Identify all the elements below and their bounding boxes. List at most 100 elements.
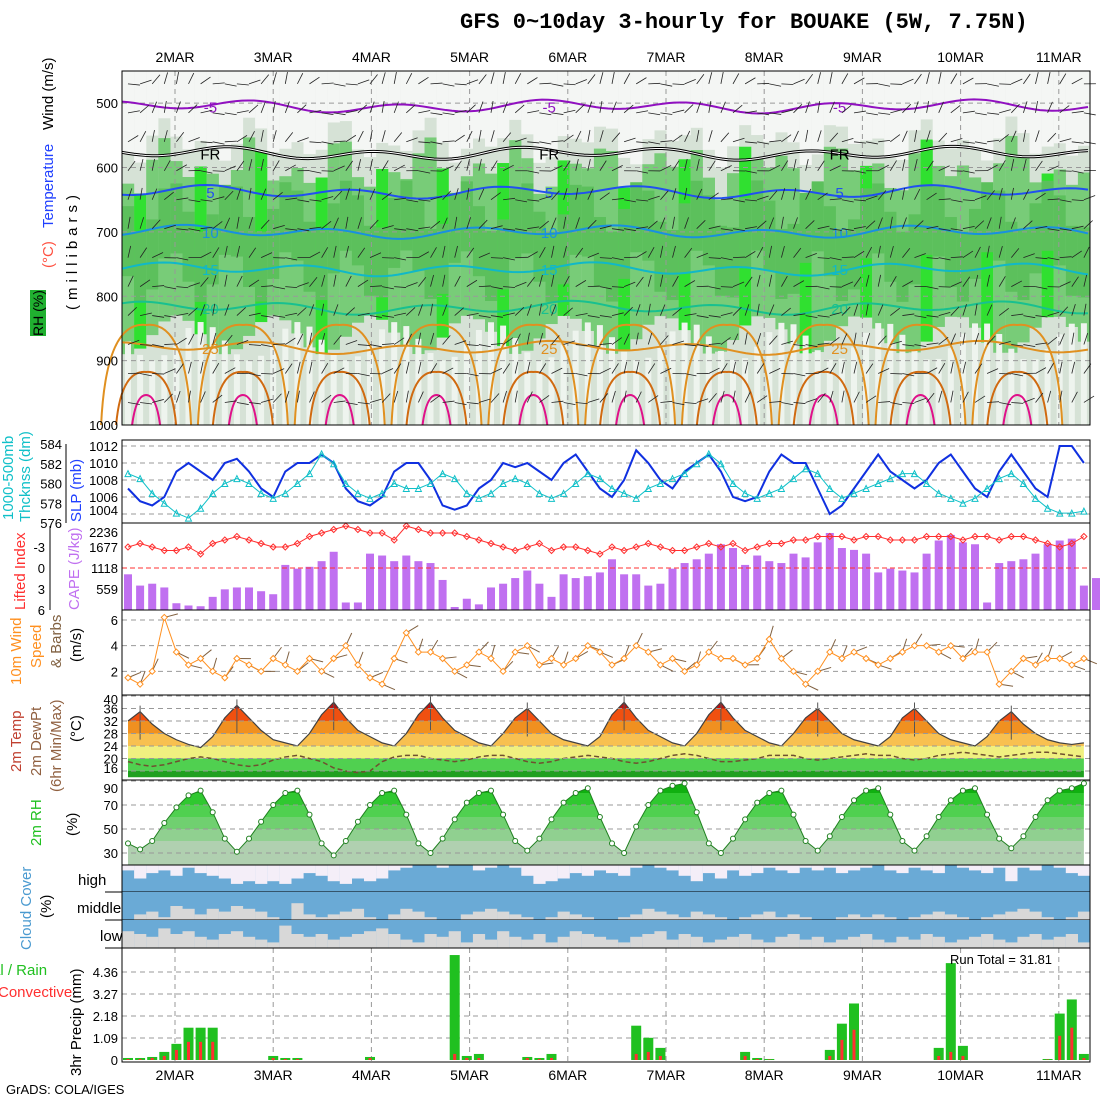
wind-barb xyxy=(853,199,866,202)
cloud-middle-clear xyxy=(654,911,667,920)
wind-barb xyxy=(272,160,280,171)
wind-barb xyxy=(200,332,204,345)
wind-barb xyxy=(127,110,140,114)
wind-barb xyxy=(502,101,508,113)
wind-speed-marker xyxy=(559,661,568,669)
cloud-low-clear xyxy=(303,936,316,948)
rh-shade-surface xyxy=(354,356,361,425)
thickness-marker xyxy=(257,489,265,497)
thickness-marker xyxy=(535,489,544,497)
isotherm-25-hump xyxy=(971,323,1064,426)
wind-barb xyxy=(744,332,748,345)
rh-shade-surface xyxy=(233,354,240,425)
rh-shade-surface xyxy=(959,333,966,425)
li-marker xyxy=(450,529,459,537)
thickness-marker xyxy=(571,479,580,487)
wind-barb xyxy=(309,199,322,202)
rh-shade-wet xyxy=(860,188,873,259)
cloud-low-clear xyxy=(969,936,982,948)
cloud-high-clear xyxy=(581,865,594,876)
isotherm-label: 20 xyxy=(202,301,219,318)
cloud-high-clear xyxy=(545,865,558,882)
slp-label: SLP (mb) xyxy=(68,458,85,522)
cape-bar xyxy=(934,540,943,610)
rh-shade-dry xyxy=(545,71,558,158)
wind-barb xyxy=(732,281,745,287)
wind-barb xyxy=(393,363,402,374)
rh-shade-wet xyxy=(606,231,619,302)
wind-barb xyxy=(430,303,433,316)
wind-barb xyxy=(1059,73,1067,85)
wind-barb xyxy=(151,188,158,200)
isotherm-label: 20 xyxy=(831,301,848,318)
wind-speed-marker xyxy=(305,654,314,663)
cloud-low-clear xyxy=(122,931,135,948)
cloud-middle-clear xyxy=(1029,911,1042,920)
wind-barb xyxy=(260,158,264,171)
wind-speed-marker xyxy=(342,641,350,650)
isotherm-28-hump xyxy=(211,370,274,426)
wind-barb xyxy=(708,72,713,84)
thickness-marker xyxy=(487,489,495,497)
isotherm-label: 10 xyxy=(541,225,558,242)
cape-bar xyxy=(366,553,374,610)
rh-shade-dry xyxy=(835,71,849,127)
cape-bar xyxy=(426,563,435,610)
wind-barb xyxy=(248,402,261,405)
wind-barb xyxy=(224,367,236,374)
cloud-middle-clear xyxy=(835,917,849,920)
cape-tick-label: 2236 xyxy=(89,525,118,540)
wind-barb xyxy=(841,137,854,143)
wind-barb xyxy=(889,276,897,287)
cloud-low-clear xyxy=(775,936,788,948)
cloud-low-clear xyxy=(497,931,510,948)
thickness-marker xyxy=(583,469,592,478)
wind-barb xyxy=(841,333,848,345)
wind-barb xyxy=(297,333,304,345)
isotherm-28-hump xyxy=(695,370,758,426)
wind-barb xyxy=(636,170,649,174)
precip-convective-bar xyxy=(743,1055,747,1060)
wind-barb xyxy=(261,344,273,348)
rh-marker xyxy=(802,838,809,844)
wind-barb xyxy=(999,402,1012,406)
rh-shade-wet xyxy=(956,231,970,302)
wind-barb xyxy=(357,373,370,377)
li-marker xyxy=(584,546,592,555)
rh-shade-wet xyxy=(424,228,437,299)
wind-barb xyxy=(660,304,666,316)
wind-barb xyxy=(164,224,176,230)
cloud-high-clear xyxy=(400,865,413,868)
wind-barb xyxy=(805,252,817,259)
li-marker xyxy=(305,532,314,541)
slp-tick-label: 1010 xyxy=(89,456,118,471)
wind-barb xyxy=(1010,130,1017,142)
wind-speed-marker xyxy=(850,648,858,656)
wind-barb xyxy=(309,304,315,316)
wind-barb xyxy=(478,129,482,142)
slp-tick-label: 1008 xyxy=(89,473,118,488)
li-marker xyxy=(596,550,604,558)
wind-barb xyxy=(938,390,943,403)
li-marker xyxy=(1068,539,1076,548)
wind-barb xyxy=(176,363,184,374)
wind-barb xyxy=(708,100,712,113)
wind-barb xyxy=(127,307,137,316)
wind-speed-marker xyxy=(257,667,265,676)
wind-barb xyxy=(575,158,579,171)
wind-barb xyxy=(889,216,893,229)
thickness-marker xyxy=(196,504,205,512)
wind-barb xyxy=(938,101,944,113)
wind-barb xyxy=(998,307,1009,316)
precip-convective-bar xyxy=(138,1058,142,1060)
wind-barb xyxy=(672,245,676,258)
cloud-middle-clear xyxy=(315,917,328,920)
wind-barb xyxy=(1071,77,1083,85)
wind-barb xyxy=(381,225,394,230)
li-marker xyxy=(208,539,217,548)
wind-barb xyxy=(756,395,768,403)
wind-barb xyxy=(841,199,854,203)
wind-barb xyxy=(527,77,538,85)
wind-barb xyxy=(442,400,455,403)
wind-barb xyxy=(406,137,418,143)
